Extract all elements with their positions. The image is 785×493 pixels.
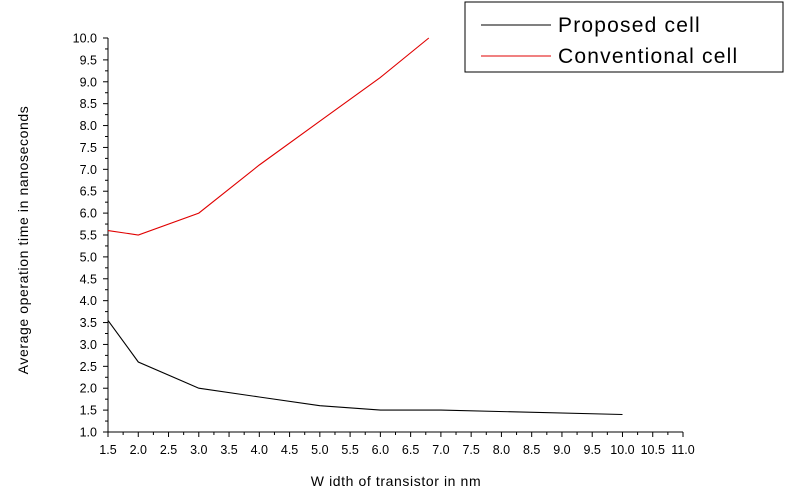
x-tick-label: 4.5 (281, 443, 298, 457)
legend-box (464, 1, 784, 73)
x-tick-label: 6.0 (372, 443, 389, 457)
y-tick-label: 5.5 (80, 229, 97, 243)
x-tick-label: 11.0 (671, 443, 694, 457)
x-tick-label: 8.0 (493, 443, 510, 457)
x-tick-label: 10.5 (641, 443, 665, 457)
y-tick-label: 1.0 (80, 426, 97, 440)
y-tick-label: 4.5 (80, 272, 97, 286)
legend-label-conventional-cell: Conventional cell (558, 45, 738, 68)
x-tick-label: 5.5 (341, 443, 358, 457)
y-tick-label: 2.0 (80, 382, 97, 396)
y-tick-label: 3.0 (80, 338, 97, 352)
x-tick-label: 8.5 (523, 443, 540, 457)
x-tick-label: 10.0 (610, 443, 634, 457)
y-tick-label: 3.5 (80, 316, 97, 330)
y-tick-label: 7.5 (80, 141, 97, 155)
legend-label-proposed-cell: Proposed cell (558, 14, 701, 37)
y-tick-label: 2.5 (80, 360, 97, 374)
y-tick-label: 5.0 (80, 250, 97, 264)
x-tick-label: 9.0 (553, 443, 570, 457)
x-tick-label: 4.0 (251, 443, 268, 457)
y-tick-label: 9.5 (80, 53, 97, 67)
x-tick-label: 2.0 (130, 443, 147, 457)
x-tick-label: 3.5 (220, 443, 237, 457)
legend: Proposed cell Conventional cell (464, 1, 784, 73)
y-tick-label: 1.5 (80, 404, 97, 418)
series-group (107, 37, 623, 416)
axes-group: 1.01.52.02.53.03.54.04.55.05.56.06.57.07… (73, 32, 695, 458)
x-tick-label: 2.5 (160, 443, 177, 457)
x-tick-label: 9.5 (584, 443, 601, 457)
y-tick-label: 6.0 (80, 207, 97, 221)
y-axis-title: Average operation time in nanoseconds (15, 106, 31, 375)
x-tick-label: 7.5 (462, 443, 479, 457)
y-tick-label: 10.0 (73, 32, 97, 46)
x-tick-label: 5.0 (311, 443, 328, 457)
y-tick-label: 9.0 (80, 75, 97, 89)
x-tick-label: 7.0 (432, 443, 449, 457)
y-tick-label: 8.5 (80, 97, 97, 111)
series-line-conventional-cell (107, 37, 430, 236)
x-tick-label: 1.5 (99, 443, 116, 457)
x-tick-label: 3.0 (190, 443, 207, 457)
y-tick-label: 6.5 (80, 185, 97, 199)
y-tick-label: 8.0 (80, 119, 97, 133)
y-tick-label: 7.0 (80, 163, 97, 177)
x-axis-title: W idth of transistor in nm (311, 473, 481, 489)
x-tick-label: 6.5 (402, 443, 419, 457)
y-tick-label: 4.0 (80, 294, 97, 308)
series-line-proposed-cell (107, 320, 623, 416)
